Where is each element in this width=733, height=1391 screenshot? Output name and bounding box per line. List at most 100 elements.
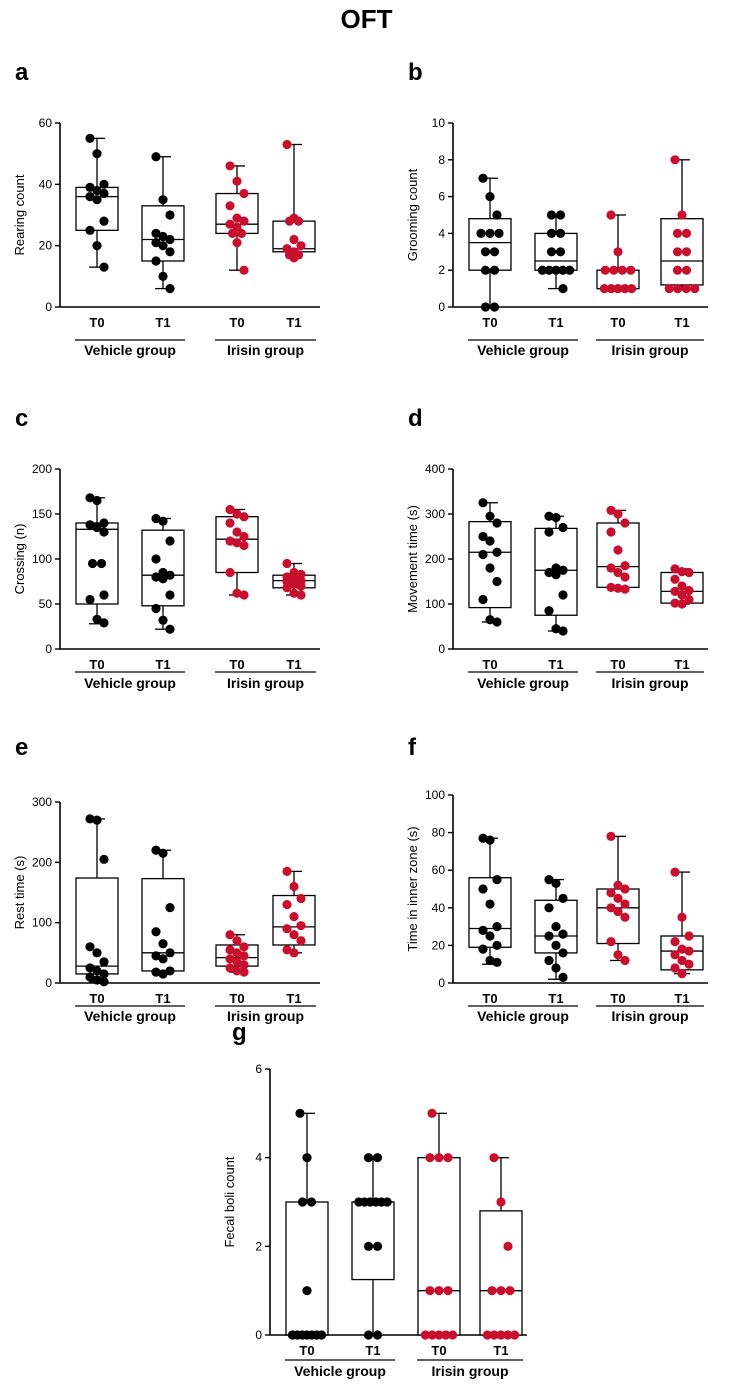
data-point	[684, 567, 694, 578]
data-point	[485, 228, 495, 238]
data-point	[672, 247, 683, 257]
data-point	[282, 558, 292, 569]
data-point	[363, 1153, 374, 1163]
data-point	[239, 590, 249, 600]
data-point	[92, 522, 102, 533]
data-point	[620, 899, 630, 909]
box-vehicle-t0	[75, 814, 119, 987]
y-tick-label: 100	[32, 916, 52, 930]
data-point	[158, 848, 168, 858]
data-point	[363, 1330, 374, 1340]
data-point	[165, 247, 175, 257]
data-point	[478, 925, 488, 935]
group-label: Vehicle group	[294, 1363, 386, 1379]
data-point	[225, 518, 235, 528]
data-point	[434, 1286, 444, 1296]
panel-f: f 0 20 40 60 80 100 Time in inner zone (s) T0 T1 T…	[405, 734, 708, 1024]
box-vehicle-t1	[351, 1153, 395, 1340]
data-point	[485, 899, 495, 909]
data-point	[382, 1197, 392, 1207]
data-point	[85, 520, 95, 530]
x-tick-label: T0	[89, 991, 104, 1006]
y-tick-label: 20	[39, 239, 53, 253]
data-point	[434, 1330, 444, 1340]
data-point	[551, 878, 561, 888]
data-point	[503, 1241, 513, 1251]
data-point	[225, 963, 235, 973]
data-point	[239, 188, 249, 199]
data-point	[551, 922, 561, 932]
data-point	[496, 1330, 506, 1340]
data-point	[363, 1241, 374, 1251]
data-point	[296, 569, 306, 579]
box-iqr	[479, 1210, 523, 1336]
data-point	[627, 284, 637, 294]
group-label: Vehicle group	[477, 675, 569, 691]
panel-letter: g	[232, 1019, 247, 1046]
data-point	[677, 969, 687, 979]
data-point	[492, 617, 502, 627]
data-point	[505, 1286, 515, 1296]
data-point	[482, 1330, 492, 1340]
data-point	[92, 815, 102, 825]
box-iqr	[417, 1157, 461, 1336]
y-tick-label: 10	[432, 116, 446, 130]
data-point	[606, 505, 616, 515]
data-point	[282, 945, 292, 955]
data-point	[151, 513, 161, 524]
data-point	[158, 615, 168, 625]
data-point	[165, 902, 175, 913]
data-point	[372, 1153, 383, 1163]
data-point	[289, 253, 299, 263]
box-irisin-t0	[596, 505, 640, 594]
data-point	[544, 511, 554, 521]
data-point	[600, 265, 610, 275]
box-irisin-t0	[215, 930, 259, 977]
y-tick-label: 8	[438, 153, 445, 167]
group-label: Irisin group	[227, 1008, 304, 1024]
data-point	[673, 284, 683, 294]
data-point	[165, 590, 175, 600]
x-tick-label: T0	[89, 657, 104, 672]
y-tick-label: 0	[438, 300, 445, 314]
data-point	[225, 930, 235, 940]
y-tick-label: 200	[425, 552, 445, 566]
x-tick-label: T1	[674, 315, 689, 330]
data-point	[165, 536, 175, 546]
group-label: Irisin group	[227, 342, 304, 358]
data-point	[476, 228, 486, 238]
y-tick-label: 40	[39, 177, 53, 191]
y-tick-label: 6	[438, 190, 445, 204]
data-point	[232, 176, 242, 186]
data-point	[620, 955, 630, 966]
data-point	[225, 201, 235, 211]
data-point	[558, 565, 568, 575]
data-point	[92, 241, 102, 251]
data-point	[672, 228, 683, 238]
data-point	[302, 1286, 312, 1296]
box-vehicle-t0	[468, 173, 512, 312]
data-point	[232, 538, 242, 548]
data-point	[606, 284, 616, 294]
data-point	[232, 957, 242, 967]
data-point	[489, 1153, 499, 1163]
data-point	[492, 940, 502, 951]
data-point	[99, 854, 109, 864]
box-iqr	[75, 877, 119, 975]
y-tick-label: 0	[438, 642, 445, 656]
data-point	[606, 210, 616, 220]
data-point	[289, 948, 299, 958]
data-point	[372, 1330, 383, 1340]
data-point	[626, 265, 636, 275]
data-point	[239, 960, 249, 970]
data-point	[158, 271, 168, 281]
y-tick-label: 300	[32, 795, 52, 809]
data-point	[489, 302, 500, 312]
data-point	[485, 511, 495, 521]
group-label: Irisin group	[227, 675, 304, 691]
data-point	[282, 924, 292, 934]
data-point	[165, 284, 175, 294]
data-point	[420, 1330, 430, 1340]
data-point	[546, 228, 557, 238]
box-irisin-t1	[660, 564, 704, 609]
